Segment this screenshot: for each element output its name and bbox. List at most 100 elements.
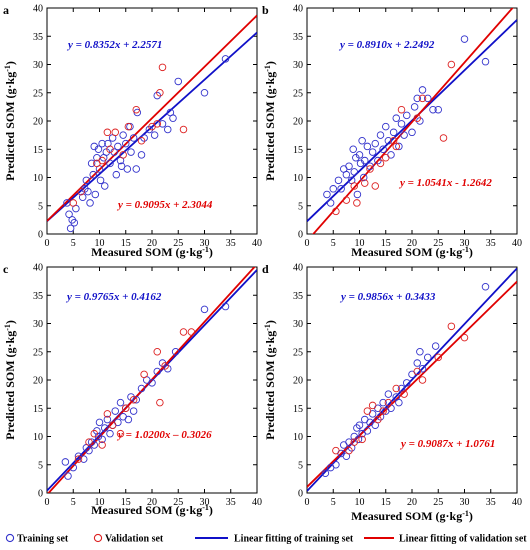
training-point xyxy=(121,139,130,148)
validation-point xyxy=(366,165,374,173)
x-tick-label: 0 xyxy=(305,497,310,508)
training-point xyxy=(153,91,161,100)
training-point xyxy=(323,190,331,199)
training-point xyxy=(221,302,230,311)
x-tick-label: 5 xyxy=(71,497,76,508)
y-tick-label: 35 xyxy=(33,291,43,302)
validation-point xyxy=(350,438,359,446)
x-tick-label: 30 xyxy=(200,238,210,249)
validation-fit-equation: y = 0.9095x + 2.3044 xyxy=(116,199,213,211)
y-tick-label: 40 xyxy=(293,4,303,15)
validation-point xyxy=(358,435,366,444)
validation-point xyxy=(111,128,119,137)
training-point xyxy=(94,145,103,153)
y-tick-label: 40 xyxy=(33,4,43,15)
y-tick-label: 15 xyxy=(33,145,43,156)
training-point xyxy=(70,218,79,227)
y-tick-label: 5 xyxy=(38,201,43,212)
training-point xyxy=(371,139,380,148)
validation-point xyxy=(392,384,401,393)
training-point xyxy=(137,151,146,159)
x-tick-label: 15 xyxy=(381,497,391,508)
validation-point xyxy=(382,153,390,162)
y-tick-label: 0 xyxy=(38,489,43,500)
x-tick-label: 30 xyxy=(460,497,470,508)
training-point xyxy=(353,190,362,199)
validation-fit-line xyxy=(312,8,514,234)
validation-point xyxy=(156,88,164,97)
validation-point xyxy=(137,137,146,145)
x-tick-label: 25 xyxy=(173,497,183,508)
x-axis-label: Measured SOM (g·kg-1) xyxy=(91,245,213,260)
legend-training-fit-label: Linear fitting of training set xyxy=(234,534,354,545)
legend-validation-label: Validation set xyxy=(105,534,164,545)
training-point xyxy=(123,165,132,173)
y-tick-label: 15 xyxy=(33,404,43,415)
training-point xyxy=(117,162,126,170)
validation-point xyxy=(119,151,127,159)
training-point xyxy=(326,199,335,207)
training-point xyxy=(78,193,87,202)
training-point xyxy=(106,429,114,438)
validation-point xyxy=(129,396,138,404)
validation-point xyxy=(379,407,387,415)
x-axis-label: Measured SOM (g·kg-1) xyxy=(91,503,213,518)
training-point xyxy=(124,415,133,424)
validation-point xyxy=(363,407,372,415)
training-point xyxy=(379,398,387,407)
validation-point xyxy=(98,156,106,165)
training-fit-equation: y = 0.8910x + 2.2492 xyxy=(338,39,435,51)
y-tick-label: 40 xyxy=(293,263,303,274)
training-point xyxy=(349,145,357,153)
validation-point xyxy=(74,455,83,463)
y-tick-label: 25 xyxy=(293,88,303,99)
validation-point xyxy=(371,182,380,190)
training-point xyxy=(153,367,161,376)
validation-point xyxy=(108,421,117,429)
x-tick-label: 10 xyxy=(355,238,365,249)
validation-fit-equation: y = 0.9087x + 1.0761 xyxy=(399,438,495,450)
y-axis-label: Predicted SOM (g·kg-1) xyxy=(3,320,18,440)
validation-point xyxy=(418,94,427,103)
training-point xyxy=(87,159,96,168)
validation-point xyxy=(353,199,361,207)
training-fit-equation: y = 0.9856x + 0.3433 xyxy=(339,291,436,303)
training-point xyxy=(200,88,209,97)
x-tick-label: 0 xyxy=(305,238,310,249)
training-point xyxy=(460,35,469,43)
training-point xyxy=(66,224,75,233)
x-axis-label: Measured SOM (g·kg-1) xyxy=(351,245,473,260)
training-point xyxy=(363,142,372,151)
training-point xyxy=(86,199,94,207)
training-point xyxy=(403,111,411,120)
training-point xyxy=(332,461,340,469)
y-tick-label: 20 xyxy=(33,117,43,128)
validation-point xyxy=(161,362,169,370)
x-tick-label: 35 xyxy=(226,497,236,508)
training-point xyxy=(410,103,419,111)
training-point xyxy=(334,176,343,185)
x-tick-label: 25 xyxy=(433,497,443,508)
training-point xyxy=(148,379,156,387)
validation-point xyxy=(447,322,456,331)
training-point xyxy=(392,114,401,122)
panel-a: 0 5 10 15 20 25 30 35 40 0 5 10 15 20 25 30 35 40 y = 0.83… xyxy=(3,3,263,259)
training-point xyxy=(403,379,411,387)
training-point xyxy=(431,342,440,350)
training-point xyxy=(119,131,127,139)
training-point xyxy=(329,185,338,193)
y-tick-label: 25 xyxy=(33,88,43,99)
y-tick-label: 10 xyxy=(293,432,303,443)
x-tick-label: 15 xyxy=(121,497,131,508)
x-tick-label: 30 xyxy=(200,497,210,508)
x-tick-label: 5 xyxy=(331,497,336,508)
x-tick-label: 5 xyxy=(331,238,336,249)
y-tick-label: 10 xyxy=(33,432,43,443)
training-point xyxy=(342,170,351,179)
x-axis-label: Measured SOM (g·kg-1) xyxy=(351,509,473,524)
validation-point xyxy=(361,179,369,187)
validation-point xyxy=(187,328,196,336)
y-tick-label: 30 xyxy=(33,319,43,330)
y-tick-label: 0 xyxy=(38,230,43,241)
